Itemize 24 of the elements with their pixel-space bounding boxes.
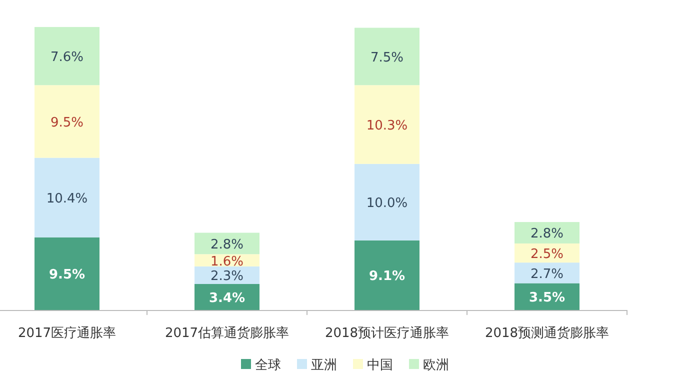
data-label: 3.5% [528, 290, 566, 306]
data-label: 2.8% [210, 237, 244, 252]
x-tick-label: 2018预计医疗通胀率 [324, 325, 450, 341]
data-label: 2.5% [530, 247, 564, 262]
x-tick-label: 2018预测通货膨胀率 [484, 325, 610, 341]
data-label: 2.3% [210, 269, 244, 284]
data-label: 3.4% [208, 290, 246, 306]
legend-label: 亚洲 [311, 358, 337, 373]
x-tick-label: 2017医疗通胀率 [18, 325, 116, 341]
data-label: 9.1% [368, 269, 406, 284]
legend-label: 欧洲 [423, 358, 449, 373]
data-label: 1.6% [210, 254, 244, 270]
data-label: 2.8% [530, 226, 564, 242]
data-label: 10.0% [366, 196, 408, 212]
data-label: 9.5% [50, 115, 84, 130]
data-label: 7.6% [50, 50, 84, 66]
data-label: 2.7% [530, 266, 564, 282]
legend-label: 全球 [255, 358, 281, 373]
data-label: 7.5% [370, 50, 404, 66]
data-label: 9.5% [48, 268, 86, 283]
x-tick-label: 2017估算通货膨胀率 [164, 325, 290, 341]
data-label: 10.4% [46, 192, 88, 207]
data-label: 10.3% [366, 118, 408, 134]
legend-label: 中国 [367, 358, 393, 373]
